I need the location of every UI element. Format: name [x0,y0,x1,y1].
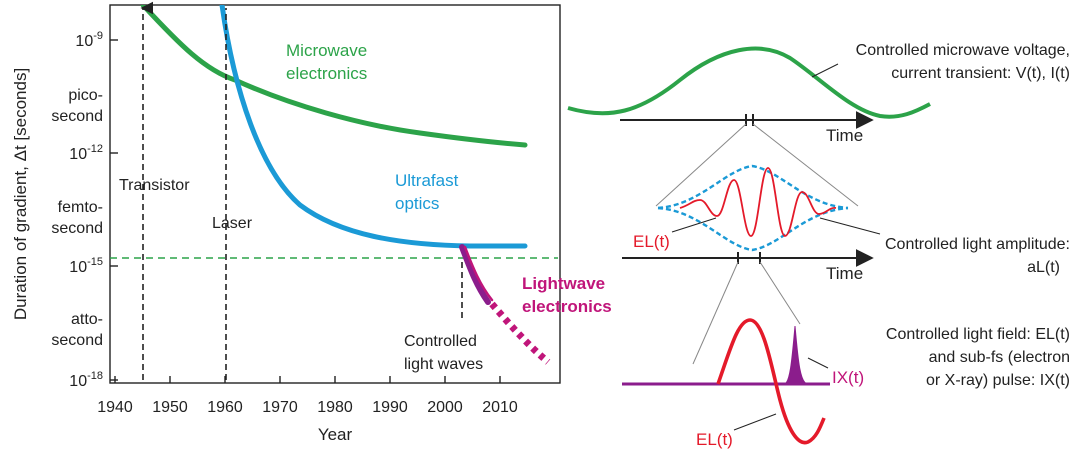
microwave-panel-label-2: current transient: V(t), I(t) [891,65,1070,82]
x-tick-label: 1950 [152,399,188,416]
light-field-cycle [716,318,826,445]
y-word-femto: femto- [58,199,103,216]
controlled-light-label-2: light waves [404,356,483,373]
envelope-upper [657,164,849,210]
x-tick-label: 1980 [317,399,353,416]
x-tick-label: 1960 [207,399,243,416]
y-axis-label: Duration of gradient, Δt [seconds] [11,68,30,320]
microwave-panel-label-1: Controlled microwave voltage, [856,42,1070,59]
y-tick-1e-15: 10-15 [69,256,103,276]
field-label-bottom: EL(t) [696,430,733,449]
y-word-pico: pico- [68,87,103,104]
optics-label-1: Ultrafast [395,171,459,190]
amplitude-panel-label-1: Controlled light amplitude: [885,236,1070,253]
lightwave-curve-edge [463,245,494,302]
lightwave-label-1: Lightwave [522,274,605,293]
lightwave-curve-dotted [489,301,551,365]
light-amplitude-panel: Time EL(t) Controlled light amplitude: a… [622,164,1070,283]
envelope-lower [657,206,849,252]
y-tick-1e-18: 10-18 [69,370,103,390]
y-word-atto: atto- [71,311,103,328]
microwave-label-2: electronics [286,64,367,83]
timeline-chart: Duration of gradient, Δt [seconds] Year … [11,1,612,444]
lightwave-curve-solid [459,244,491,305]
optics-label-2: optics [395,194,439,213]
y-ticks: 10-9 10-12 10-15 10-18 pico- second femt… [51,30,118,390]
attosecond-pulse [783,325,809,385]
field-panel-label-3: or X-ray) pulse: IX(t) [926,372,1070,389]
y-word-atto-second: second [51,332,103,349]
optics-curve [219,5,528,249]
x-tick-label: 2010 [482,399,518,416]
x-tick-label: 1970 [262,399,298,416]
light-field-panel: IX(t) EL(t) Controlled light field: EL(t… [622,318,1070,449]
plot-frame [109,4,561,384]
microwave-panel: Time Controlled microwave voltage, curre… [567,42,1070,145]
field-panel-label-1: Controlled light field: EL(t) [886,326,1070,343]
y-word-pico-second: second [51,108,103,125]
microwave-label-1: Microwave [286,41,367,60]
amplitude-panel-label-2: aL(t) [1027,259,1060,276]
controlled-light-label-1: Controlled [404,333,477,350]
y-tick-1e-12: 10-12 [69,143,103,163]
lightwave-label-2: electronics [522,297,612,316]
laser-label: Laser [212,215,253,232]
x-axis-label: Year [318,425,353,444]
x-ticks: 1940 1950 1960 1970 1980 1990 2000 2010 [97,376,518,416]
time-label-top: Time [826,126,863,145]
field-panel-label-2: and sub-fs (electron [929,349,1070,366]
field-label-middle: EL(t) [633,232,670,251]
y-tick-1e-9: 10-9 [75,30,103,50]
microwave-wave [567,46,931,119]
x-tick-label: 1940 [97,399,133,416]
time-label-middle: Time [826,264,863,283]
x-tick-label: 2000 [427,399,463,416]
light-field-oscillation [679,167,837,237]
microwave-curve [140,5,528,148]
x-tick-label: 1990 [372,399,408,416]
transistor-label: Transistor [119,177,190,194]
y-word-femto-second: second [51,220,103,237]
pulse-label: IX(t) [832,368,864,387]
